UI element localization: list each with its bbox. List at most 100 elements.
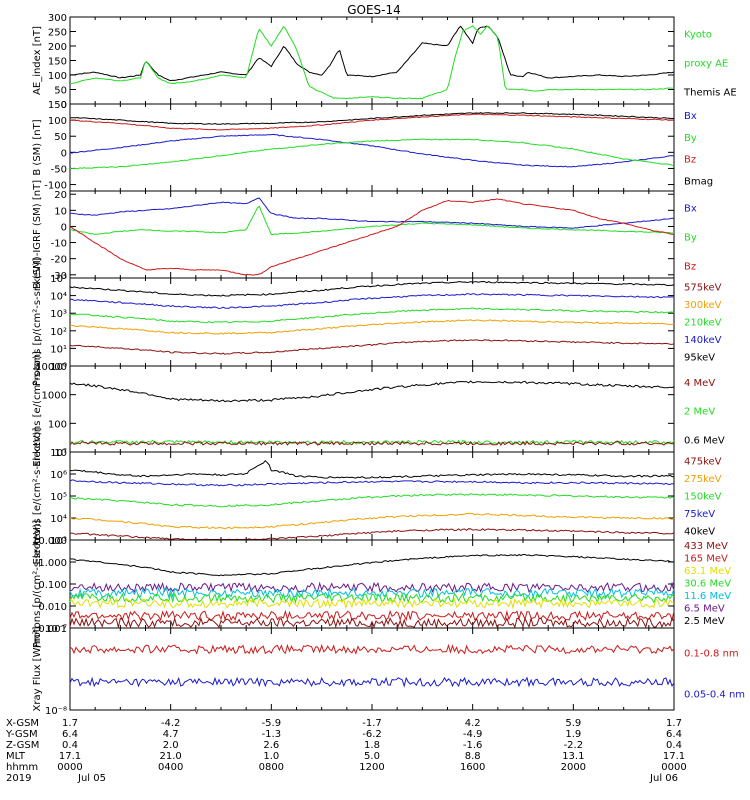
ephemeris-value: 17.1 <box>59 751 81 762</box>
legend-entry: By <box>684 232 697 243</box>
y-tick-label: 10⁰ <box>50 362 67 373</box>
y-axis-label: AE_index [nT] <box>32 26 43 95</box>
series-line-by <box>69 205 675 235</box>
legend-entry: 575keV <box>684 282 722 293</box>
series-line-bx <box>69 133 675 168</box>
ephemeris-value: 1.7 <box>666 718 682 729</box>
series-line-165-mev <box>69 609 675 622</box>
ephemeris-value: 8.8 <box>465 751 481 762</box>
ephemeris-table: X-GSMY-GSMZ-GSMMLThhmm20191.76.40.417.10… <box>5 718 687 784</box>
series-line-433-mev <box>69 616 675 630</box>
ephemeris-value: 1200 <box>359 762 384 773</box>
legend-entry: 63.1 MeV <box>684 566 731 577</box>
ephemeris-value: 4.2 <box>465 718 481 729</box>
legend-entry: 4 MeV <box>684 378 715 389</box>
ephemeris-value: 1.9 <box>565 729 581 740</box>
y-tick-label: 50 <box>54 132 67 143</box>
series-line-bz <box>69 113 675 131</box>
series-line-bmag <box>69 112 675 125</box>
panel-4: 10⁵ 10⁴ 10³ 10² 10¹ 10⁰ Protons [p/(cm²-s-sr-k… <box>32 258 722 386</box>
legend-entry: proxy AE <box>684 58 728 69</box>
ephemeris-value: 1.8 <box>364 740 380 751</box>
ephemeris-value: -2.2 <box>564 740 584 751</box>
legend-entry: 75keV <box>684 509 715 520</box>
series-line-95kev <box>69 280 675 297</box>
panel-3: 20 10 0 -10 -20 -30 B (SM)-IGRF (SM) [nT] Bx By B… <box>32 180 697 289</box>
y-axis-label: B (SM)-IGRF (SM) [nT] <box>32 180 43 289</box>
y-tick-label: 20 <box>54 190 67 201</box>
series-line-275kev <box>69 512 675 530</box>
ephemeris-value: 5.9 <box>565 718 581 729</box>
y-tick-label: 0.001 <box>38 624 67 635</box>
series-line-575kev <box>69 339 675 355</box>
ephemeris-value: 6.4 <box>62 729 78 740</box>
legend-entry: 300keV <box>684 300 722 311</box>
ephemeris-value: -1.7 <box>362 718 382 729</box>
y-tick-label: 0 <box>61 100 67 111</box>
y-tick-label: 50 <box>54 86 67 97</box>
series-line-11-6-mev <box>69 586 675 599</box>
series-line-bz <box>69 198 675 276</box>
series-line-6-5-mev <box>69 581 675 594</box>
series-line-30-6-mev <box>69 592 675 605</box>
ephemeris-value: 4.7 <box>163 729 179 740</box>
y-tick-label: 10⁻⁷ <box>45 624 67 635</box>
legend-entry: Bz <box>684 155 696 166</box>
legend-entry: 433 MeV <box>684 541 728 552</box>
series-line-2-5-mev <box>69 554 675 577</box>
y-tick-label: 10.000 <box>32 536 67 547</box>
ephemeris-value: 21.0 <box>160 751 182 762</box>
legend-entry: 140keV <box>684 335 722 346</box>
ephemeris-value: 0000 <box>661 762 686 773</box>
y-tick-label: 10³ <box>50 309 67 320</box>
y-axis-label: Protons [p/(cm²-s-sr-keV)] <box>32 258 43 386</box>
ephemeris-row-label: Z-GSM <box>6 740 39 751</box>
chart-title: GOES-14 <box>347 3 401 17</box>
y-axis-label: Xray Flux [W/m²] <box>32 626 43 711</box>
y-tick-label: 10² <box>50 327 67 338</box>
y-tick-label: 10⁷ <box>50 448 67 459</box>
ephemeris-value: 0.4 <box>62 740 78 751</box>
y-tick-label: 0 <box>61 222 67 233</box>
panel-6: 10⁷ 10⁶ 10⁵ 10⁴ 10³ Electrons [e/(cm²-s-sr-ke… <box>32 427 722 564</box>
ephemeris-value: 2.0 <box>163 740 179 751</box>
y-tick-label: 0 <box>61 148 67 159</box>
y-tick-label: 10³ <box>50 536 67 547</box>
series-line-by <box>69 138 675 170</box>
y-tick-label: 1.000 <box>38 558 67 569</box>
legend-entry: 6.5 MeV <box>684 604 725 615</box>
y-tick-label: 100 <box>48 419 67 430</box>
y-tick-label: 10⁵ <box>50 274 67 285</box>
y-tick-label: 300 <box>48 13 67 24</box>
series-line-themis-ae <box>69 25 675 82</box>
y-tick-label: 10⁵ <box>50 492 67 503</box>
series-line-bx <box>70 197 675 229</box>
series-line-210kev <box>69 307 675 324</box>
y-tick-label: 10 <box>54 206 67 217</box>
ephemeris-value: 1600 <box>460 762 485 773</box>
ephemeris-value: 5.0 <box>364 751 380 762</box>
ephemeris-value: 1.0 <box>263 751 279 762</box>
legend-entry: 165 MeV <box>684 553 728 564</box>
y-tick-label: 200 <box>48 42 67 53</box>
y-tick-label: 10¹ <box>50 344 67 355</box>
ephemeris-row-label: 2019 <box>6 773 31 784</box>
ephemeris-value: 0800 <box>259 762 284 773</box>
panel-1: 300 250 200 150 100 50 0 AE_index [nT] Kyoto prox… <box>32 13 737 111</box>
y-tick-label: 100 <box>48 71 67 82</box>
y-tick-label: 10⁴ <box>50 292 67 303</box>
ephemeris-value: 17.1 <box>663 751 685 762</box>
legend-entry: 2 MeV <box>684 407 715 418</box>
series-line-300kev <box>69 319 675 335</box>
legend-entry: 0.05-0.4 nm <box>684 690 745 701</box>
y-tick-label: 100 <box>48 116 67 127</box>
ephemeris-row-label: MLT <box>6 751 26 762</box>
ephemeris-value: 13.1 <box>562 751 584 762</box>
ephemeris-value: -4.9 <box>463 729 483 740</box>
series-line-2-mev <box>69 439 675 445</box>
series-line-40kev <box>69 459 675 479</box>
panel-frame <box>69 627 675 711</box>
